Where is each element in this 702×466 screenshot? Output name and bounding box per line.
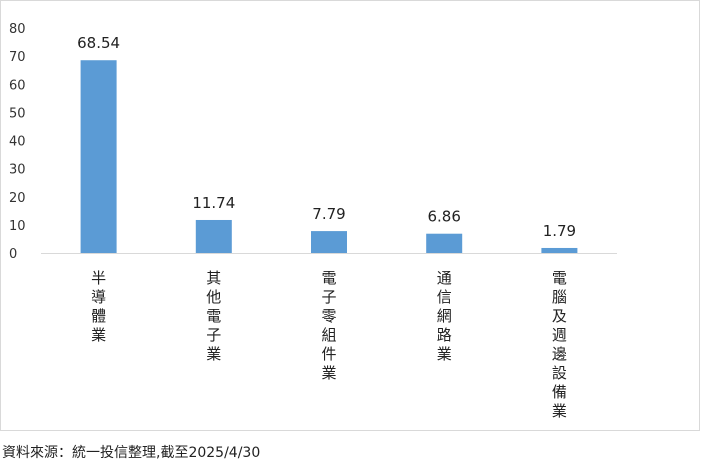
y-tick-label: 50 <box>9 106 26 121</box>
bar <box>426 233 463 253</box>
y-tick-label: 20 <box>9 191 26 206</box>
y-tick-label: 80 <box>9 22 26 37</box>
category-label: 其他電子業 <box>206 269 221 363</box>
bar <box>80 60 117 254</box>
y-tick-label: 10 <box>9 219 26 234</box>
bar <box>195 219 232 253</box>
y-tick-label: 40 <box>9 135 26 150</box>
category-label: 通信網路業 <box>437 269 452 363</box>
category-label: 半導體業 <box>91 269 106 344</box>
chart-frame: 0 10 20 30 40 50 60 70 80 68.54 半導體業 11.74 其他電子業 7.79… <box>0 0 700 431</box>
y-tick-label: 70 <box>9 50 26 65</box>
y-tick-label: 0 <box>9 247 17 262</box>
bar-chart: 0 10 20 30 40 50 60 70 80 68.54 半導體業 11.74 其他電子業 7.79… <box>9 22 617 420</box>
data-label: 11.74 <box>192 194 235 212</box>
data-label: 6.86 <box>427 208 460 226</box>
data-label: 68.54 <box>77 34 120 52</box>
bar <box>311 231 347 253</box>
data-label: 1.79 <box>543 222 576 240</box>
bar <box>541 247 578 253</box>
y-tick-label: 60 <box>9 78 26 93</box>
y-tick-label: 30 <box>9 163 26 178</box>
data-label: 7.79 <box>312 205 345 223</box>
category-label: 電子零組件業 <box>321 269 336 382</box>
category-label: 電腦及週邊設備業 <box>552 269 567 420</box>
source-note: 資料來源：統一投信整理,截至2025/4/30 <box>2 445 261 461</box>
